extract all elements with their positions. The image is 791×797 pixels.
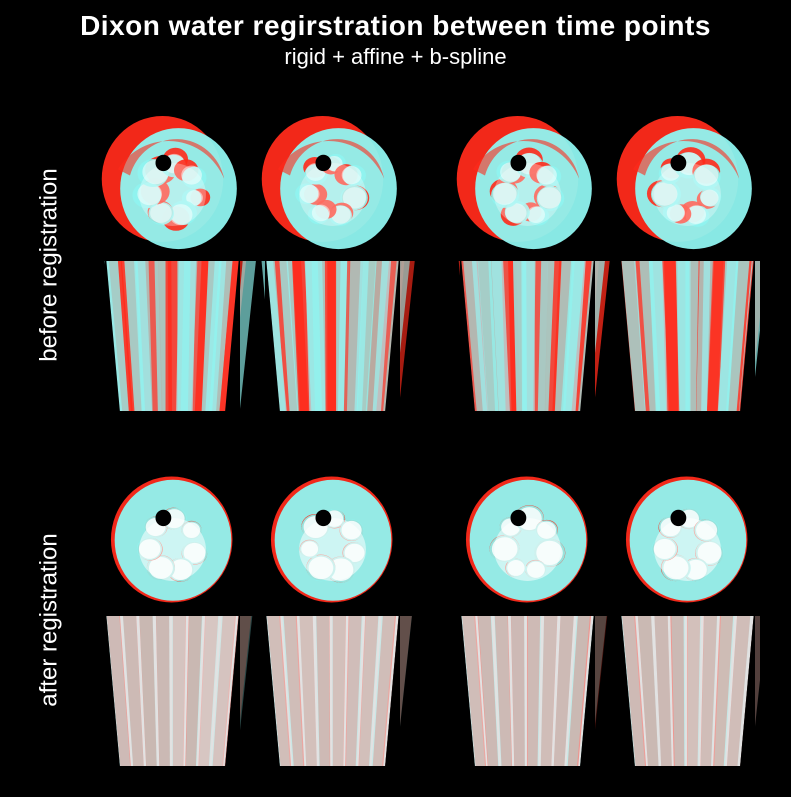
figure-title: Dixon water regirstration between time p…	[0, 10, 791, 42]
title-block: Dixon water regirstration between time p…	[0, 0, 791, 70]
row-label-before-wrap: before registration	[30, 115, 70, 415]
row-label-after-wrap: after registration	[30, 470, 70, 770]
panel-after-registration	[95, 470, 760, 770]
row-label-after: after registration	[36, 533, 64, 706]
row-label-before: before registration	[36, 168, 64, 361]
figure-subtitle: rigid + affine + b-spline	[0, 44, 791, 70]
panel-before-registration	[95, 115, 760, 415]
